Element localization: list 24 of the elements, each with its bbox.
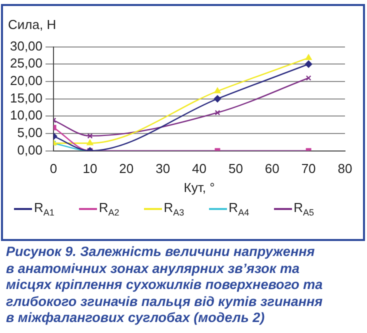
x-tick-label: 20	[119, 161, 134, 176]
text: Рисунок 9. Залежність величини напруження в анатомічних зонах анулярних зв’язок та місцях кріплення сухожилків поверхневого та глибокого згиначів пальця від кутів згинання в міжфалангових суглобах (модель 2)	[6, 244, 324, 326]
x-tick-label: 70	[301, 161, 316, 176]
x-tick-label: 60	[264, 161, 280, 176]
legend-label: R$_{A2}$	[98, 200, 120, 218]
legend-label: R$_{A4}$	[228, 200, 250, 218]
legend-label: R$_{A1}$	[34, 200, 54, 218]
y-tick-label: 20,00	[10, 73, 43, 88]
x-tick-label: 50	[228, 161, 243, 176]
x-tick-label: 80	[338, 161, 352, 176]
y-tick-label: 25,00	[10, 56, 43, 71]
x-tick-label: 30	[156, 161, 170, 176]
y-axis-title: Сила, Н	[8, 17, 56, 32]
x-tick-label: 40	[192, 161, 206, 176]
legend-label: R$_{A5}$	[294, 200, 314, 218]
y-tick-label: 5,00	[17, 125, 43, 140]
x-axis-title: Кут, °	[184, 180, 215, 195]
y-tick-label: 10,00	[10, 108, 43, 123]
y-tick-label: 30,00	[10, 38, 43, 54]
legend-label: R$_{A3}$	[164, 200, 184, 218]
y-tick-label: 15,00	[10, 90, 43, 106]
x-tick-label: 10	[82, 161, 98, 176]
y-tick-label: 0,00	[17, 142, 43, 158]
x-tick-label: 0	[50, 161, 58, 176]
